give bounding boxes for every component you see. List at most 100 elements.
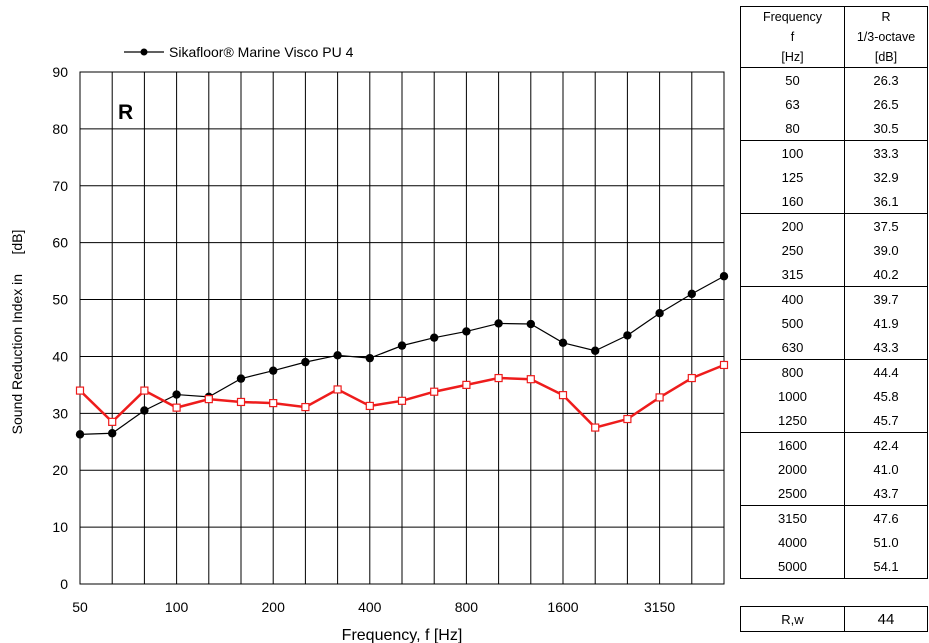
freq-cell: 200 bbox=[741, 214, 845, 239]
data-point-sikafloor bbox=[688, 290, 696, 298]
r-value-cell: 44.4 bbox=[845, 360, 928, 385]
table-row: 4000 51.0 bbox=[741, 530, 928, 554]
data-point-sikafloor bbox=[430, 333, 438, 341]
y-tick-label: 50 bbox=[52, 292, 68, 308]
y-tick-label: 60 bbox=[52, 235, 68, 251]
r-value-cell: 32.9 bbox=[845, 165, 928, 189]
table-row: 1250 45.7 bbox=[741, 408, 928, 433]
y-tick-label: 0 bbox=[60, 576, 68, 592]
legend-label-sikafloor: Sikafloor® Marine Visco PU 4 bbox=[169, 44, 354, 60]
data-point-sikafloor bbox=[591, 347, 599, 355]
data-point-reference bbox=[431, 388, 438, 395]
r-value-cell: 42.4 bbox=[845, 433, 928, 458]
y-tick-label: 80 bbox=[52, 121, 68, 137]
freq-cell: 50 bbox=[741, 68, 845, 93]
r-value-cell: 40.2 bbox=[845, 262, 928, 287]
x-tick-label: 200 bbox=[262, 599, 286, 615]
data-point-reference bbox=[77, 387, 84, 394]
table-row: 80 30.5 bbox=[741, 116, 928, 141]
data-point-sikafloor bbox=[172, 390, 180, 398]
freq-cell: 400 bbox=[741, 287, 845, 312]
freq-cell: 250 bbox=[741, 238, 845, 262]
data-point-reference bbox=[205, 396, 212, 403]
table-row: 630 43.3 bbox=[741, 335, 928, 360]
freq-cell: 1000 bbox=[741, 384, 845, 408]
r-value-cell: 26.3 bbox=[845, 68, 928, 93]
y-tick-label: 70 bbox=[52, 178, 68, 194]
freq-cell: 315 bbox=[741, 262, 845, 287]
table-row: 3150 47.6 bbox=[741, 506, 928, 531]
table-row: 2000 41.0 bbox=[741, 457, 928, 481]
r-value-cell: 36.1 bbox=[845, 189, 928, 214]
table-row: 1600 42.4 bbox=[741, 433, 928, 458]
freq-cell: 5000 bbox=[741, 554, 845, 579]
data-point-reference bbox=[560, 392, 567, 399]
y-tick-label: 30 bbox=[52, 405, 68, 421]
y-axis-label: Sound Reduction Index in [dB] bbox=[9, 230, 25, 435]
table-row: 200 37.5 bbox=[741, 214, 928, 239]
y-tick-label: 20 bbox=[52, 462, 68, 478]
data-point-reference bbox=[624, 416, 631, 423]
rw-label: R,w bbox=[741, 607, 845, 632]
table-header-row: Frequency R bbox=[741, 7, 928, 28]
freq-cell: 125 bbox=[741, 165, 845, 189]
data-point-sikafloor bbox=[398, 341, 406, 349]
x-tick-label: 1600 bbox=[547, 599, 578, 615]
data-point-sikafloor bbox=[527, 320, 535, 328]
table-row: 400 39.7 bbox=[741, 287, 928, 312]
table-row: 50 26.3 bbox=[741, 68, 928, 93]
header-hz-unit: [Hz] bbox=[741, 47, 845, 68]
data-point-sikafloor bbox=[237, 374, 245, 382]
r-value-cell: 39.0 bbox=[845, 238, 928, 262]
data-point-sikafloor bbox=[269, 366, 277, 374]
weighted-index-box: R,w 44 bbox=[740, 606, 928, 632]
table-row: 250 39.0 bbox=[741, 238, 928, 262]
r-value-cell: 30.5 bbox=[845, 116, 928, 141]
data-point-sikafloor bbox=[655, 309, 663, 317]
data-point-sikafloor bbox=[366, 354, 374, 362]
chart-area: 0 10 20 30 40 50 60 70 80 90 50 100 200 400 800 1600 315… bbox=[0, 0, 736, 643]
rw-value: 44 bbox=[845, 607, 928, 632]
header-r: R bbox=[845, 7, 928, 28]
r-value-cell: 45.7 bbox=[845, 408, 928, 433]
data-point-reference bbox=[366, 402, 373, 409]
table-row: 125 32.9 bbox=[741, 165, 928, 189]
freq-cell: 2000 bbox=[741, 457, 845, 481]
frequency-table: Frequency R f 1/3-octave [Hz] [dB] 50 26.… bbox=[740, 6, 928, 579]
table-row: 160 36.1 bbox=[741, 189, 928, 214]
data-point-sikafloor bbox=[108, 429, 116, 437]
r-value-cell: 41.9 bbox=[845, 311, 928, 335]
freq-cell: 1250 bbox=[741, 408, 845, 433]
data-point-sikafloor bbox=[623, 331, 631, 339]
freq-cell: 1600 bbox=[741, 433, 845, 458]
table-row: 315 40.2 bbox=[741, 262, 928, 287]
table-row: 5000 54.1 bbox=[741, 554, 928, 579]
r-value-cell: 43.3 bbox=[845, 335, 928, 360]
data-point-reference bbox=[463, 381, 470, 388]
freq-cell: 80 bbox=[741, 116, 845, 141]
table-row: 1000 45.8 bbox=[741, 384, 928, 408]
freq-cell: 800 bbox=[741, 360, 845, 385]
x-tick-label: 400 bbox=[358, 599, 382, 615]
table-header-row: [Hz] [dB] bbox=[741, 47, 928, 68]
freq-cell: 100 bbox=[741, 141, 845, 166]
header-frequency: Frequency bbox=[741, 7, 845, 28]
data-point-sikafloor bbox=[462, 327, 470, 335]
data-point-sikafloor bbox=[720, 272, 728, 280]
data-point-reference bbox=[173, 404, 180, 411]
data-point-sikafloor bbox=[140, 406, 148, 414]
data-point-reference bbox=[270, 400, 277, 407]
freq-cell: 630 bbox=[741, 335, 845, 360]
data-point-reference bbox=[141, 387, 148, 394]
panel-label-r: R bbox=[118, 101, 133, 124]
x-tick-label: 800 bbox=[455, 599, 479, 615]
r-value-cell: 51.0 bbox=[845, 530, 928, 554]
data-point-reference bbox=[302, 404, 309, 411]
y-tick-label: 90 bbox=[52, 64, 68, 80]
data-point-reference bbox=[238, 398, 245, 405]
r-value-cell: 43.7 bbox=[845, 481, 928, 506]
r-value-cell: 54.1 bbox=[845, 554, 928, 579]
data-point-reference bbox=[399, 397, 406, 404]
y-tick-label: 40 bbox=[52, 348, 68, 364]
data-point-sikafloor bbox=[333, 351, 341, 359]
